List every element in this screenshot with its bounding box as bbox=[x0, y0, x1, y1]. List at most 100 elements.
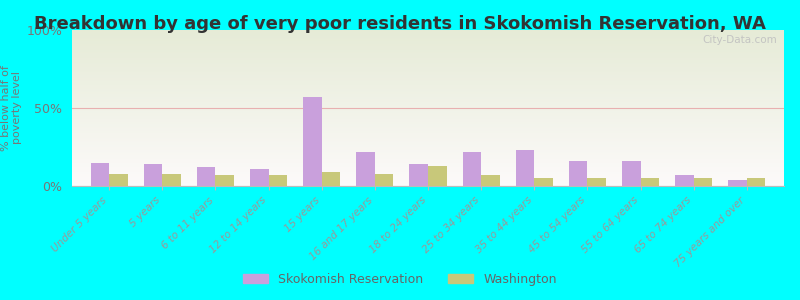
Bar bbox=[72, 181, 784, 183]
Bar bbox=[72, 180, 784, 181]
Bar bbox=[587, 178, 606, 186]
Bar bbox=[72, 160, 784, 161]
Bar bbox=[72, 44, 784, 46]
Bar bbox=[72, 39, 784, 41]
Bar bbox=[72, 50, 784, 52]
Bar bbox=[162, 173, 181, 186]
Bar bbox=[72, 134, 784, 136]
Bar bbox=[72, 163, 784, 164]
Bar bbox=[72, 161, 784, 163]
Bar bbox=[72, 83, 784, 85]
Bar bbox=[72, 158, 784, 160]
Bar bbox=[72, 184, 784, 186]
Bar bbox=[72, 68, 784, 69]
Bar bbox=[72, 56, 784, 58]
Bar bbox=[694, 178, 712, 186]
Bar bbox=[72, 121, 784, 122]
Bar bbox=[72, 35, 784, 36]
Bar bbox=[72, 130, 784, 131]
Bar bbox=[72, 169, 784, 170]
Bar bbox=[569, 161, 587, 186]
Bar bbox=[303, 97, 322, 186]
Bar bbox=[72, 114, 784, 116]
Text: City-Data.com: City-Data.com bbox=[702, 35, 777, 45]
Bar bbox=[72, 139, 784, 141]
Bar bbox=[72, 131, 784, 133]
Bar bbox=[72, 102, 784, 103]
Bar bbox=[197, 167, 215, 186]
Bar bbox=[72, 85, 784, 86]
Bar bbox=[72, 61, 784, 63]
Bar bbox=[72, 53, 784, 55]
Bar bbox=[72, 86, 784, 88]
Bar bbox=[72, 111, 784, 113]
Bar bbox=[72, 99, 784, 100]
Bar bbox=[72, 89, 784, 91]
Bar bbox=[72, 100, 784, 102]
Bar bbox=[72, 58, 784, 60]
Bar bbox=[109, 173, 128, 186]
Bar bbox=[72, 30, 784, 31]
Bar bbox=[72, 113, 784, 114]
Bar bbox=[72, 127, 784, 128]
Bar bbox=[728, 180, 747, 186]
Bar bbox=[72, 66, 784, 68]
Bar bbox=[72, 69, 784, 70]
Bar bbox=[72, 55, 784, 56]
Bar bbox=[428, 166, 446, 186]
Bar bbox=[356, 152, 375, 186]
Bar bbox=[72, 125, 784, 127]
Y-axis label: % below half of
poverty level: % below half of poverty level bbox=[1, 65, 22, 151]
Bar bbox=[72, 155, 784, 156]
Bar bbox=[72, 41, 784, 43]
Bar bbox=[72, 173, 784, 175]
Bar bbox=[747, 178, 766, 186]
Bar bbox=[72, 78, 784, 80]
Bar bbox=[72, 91, 784, 92]
Bar bbox=[72, 105, 784, 106]
Bar bbox=[72, 43, 784, 44]
Bar bbox=[72, 95, 784, 97]
Bar bbox=[72, 117, 784, 119]
Bar bbox=[72, 63, 784, 64]
Bar bbox=[72, 144, 784, 146]
Bar bbox=[72, 97, 784, 99]
Bar bbox=[269, 175, 287, 186]
Bar bbox=[72, 38, 784, 39]
Bar bbox=[72, 64, 784, 66]
Bar bbox=[622, 161, 641, 186]
Bar bbox=[72, 106, 784, 108]
Bar bbox=[72, 175, 784, 177]
Bar bbox=[215, 175, 234, 186]
Bar bbox=[72, 152, 784, 153]
Bar bbox=[72, 103, 784, 105]
Bar bbox=[144, 164, 162, 186]
Bar bbox=[481, 175, 500, 186]
Bar bbox=[72, 183, 784, 184]
Bar bbox=[72, 177, 784, 178]
Bar bbox=[72, 47, 784, 49]
Bar bbox=[72, 80, 784, 82]
Bar bbox=[72, 36, 784, 38]
Bar bbox=[72, 72, 784, 74]
Bar bbox=[72, 33, 784, 35]
Bar bbox=[375, 173, 394, 186]
Bar bbox=[72, 178, 784, 180]
Bar bbox=[72, 136, 784, 138]
Bar bbox=[410, 164, 428, 186]
Bar bbox=[72, 88, 784, 89]
Bar bbox=[72, 74, 784, 75]
Bar bbox=[72, 77, 784, 78]
Bar bbox=[72, 116, 784, 117]
Bar bbox=[250, 169, 269, 186]
Bar bbox=[72, 122, 784, 124]
Text: Breakdown by age of very poor residents in Skokomish Reservation, WA: Breakdown by age of very poor residents … bbox=[34, 15, 766, 33]
Bar bbox=[72, 164, 784, 166]
Bar bbox=[72, 94, 784, 95]
Bar bbox=[72, 150, 784, 152]
Bar bbox=[72, 170, 784, 172]
Bar bbox=[322, 172, 340, 186]
Bar bbox=[72, 46, 784, 47]
Bar bbox=[72, 75, 784, 77]
Bar bbox=[72, 147, 784, 148]
